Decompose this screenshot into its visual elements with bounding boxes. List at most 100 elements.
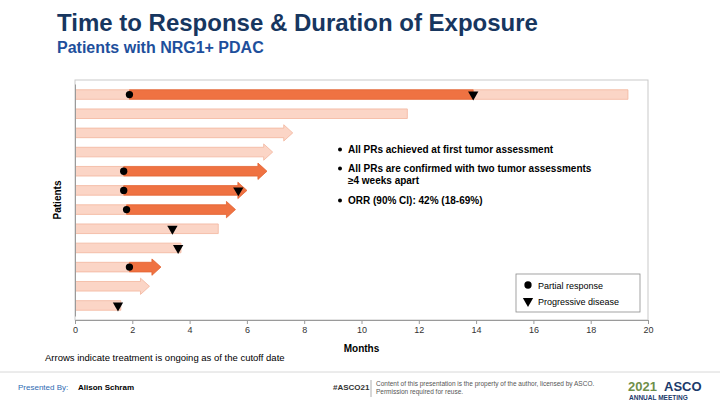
logo-name: ASCO (664, 379, 702, 394)
event-marker (468, 92, 478, 101)
x-tick: 0 (73, 320, 78, 335)
response-bar (127, 201, 236, 217)
x-tick-mark (533, 320, 534, 324)
presenter: Alison Schram (78, 383, 134, 392)
exposure-bar (75, 201, 235, 217)
exposure-bar (75, 224, 218, 234)
x-tick-label: 16 (529, 325, 539, 335)
presented-by: Presented By: (18, 383, 68, 392)
background (0, 0, 720, 405)
exposure-bar (75, 163, 267, 179)
logo-year: 2021 (628, 379, 657, 394)
text-line: All PRs achieved at first tumor assessme… (348, 144, 554, 155)
x-tick: 4 (188, 320, 193, 335)
x-tick-mark (190, 320, 191, 324)
event-marker (113, 302, 123, 311)
hashtag: #ASCO21 (333, 383, 370, 392)
chart-container: Time to Response & Duration of Exposure P… (0, 0, 720, 405)
bullet (338, 167, 342, 171)
x-tick: 14 (472, 320, 482, 335)
legend-marker (523, 298, 533, 307)
text-line: Permission required for reuse. (376, 388, 463, 396)
legend-label: Partial response (538, 281, 603, 291)
legend-box (516, 274, 640, 312)
exposure-bar (75, 182, 247, 198)
legend: Partial response Progressive disease (516, 274, 640, 312)
annotation: All PRs achieved at first tumor assessme… (348, 144, 554, 155)
exposure-bar (75, 243, 181, 253)
subtitle: Patients with NRG1+ PDAC (57, 39, 264, 56)
footer-separator (371, 380, 372, 397)
event-marker (126, 263, 133, 270)
event-marker (167, 226, 177, 235)
y-axis-title: Patients (52, 180, 63, 219)
text-line: ≥4 weeks apart (348, 175, 420, 186)
exposure-bar (75, 259, 161, 275)
x-tick-mark (362, 320, 363, 324)
x-tick-label: 10 (357, 325, 367, 335)
x-tick-label: 2 (130, 325, 135, 335)
x-tick: 10 (357, 320, 367, 335)
x-tick: 20 (643, 320, 653, 335)
y-axis (75, 85, 77, 317)
x-tick-label: 0 (73, 325, 78, 335)
exposure-bar (75, 109, 407, 119)
title: Time to Response & Duration of Exposure (57, 9, 538, 36)
x-tick-mark (648, 320, 649, 324)
notice: Content of this presentation is the prop… (376, 380, 594, 396)
event-marker (123, 206, 130, 213)
exposure-bar (75, 90, 628, 100)
response-bar (129, 90, 473, 100)
bullet (338, 148, 342, 152)
event-marker (120, 168, 127, 175)
x-tick-mark (247, 320, 248, 324)
x-tick-mark (419, 320, 420, 324)
annotation: ORR (90% CI): 42% (18-69%) (348, 195, 482, 206)
x-tick: 18 (586, 320, 596, 335)
plot-frame (75, 80, 648, 320)
x-tick-mark (75, 320, 76, 324)
x-tick-label: 8 (302, 325, 307, 335)
exposure-bar (75, 278, 149, 294)
text-line: Content of this presentation is the prop… (376, 380, 594, 388)
x-tick-label: 14 (472, 325, 482, 335)
event-marker (120, 187, 127, 194)
event-marker (126, 91, 133, 98)
logo-sub: ANNUAL MEETING (629, 394, 688, 401)
y-axis-line (75, 85, 76, 317)
x-axis: 0 2 4 6 8 10 12 14 16 18 20 (73, 320, 654, 335)
footnote: Arrows indicate treatment is ongoing as … (45, 352, 285, 363)
x-tick-mark (304, 320, 305, 324)
x-tick-label: 18 (586, 325, 596, 335)
x-axis-line (76, 321, 649, 325)
legend-label: Progressive disease (538, 297, 619, 307)
response-bar (124, 163, 267, 179)
text-line: ORR (90% CI): 42% (18-69%) (348, 195, 482, 206)
x-tick-label: 12 (414, 325, 424, 335)
slide: Time to Response & Duration of Exposure P… (0, 0, 720, 405)
x-tick-label: 6 (245, 325, 250, 335)
x-tick-label: 20 (643, 325, 653, 335)
x-tick-label: 4 (188, 325, 193, 335)
exposure-bar (75, 144, 273, 160)
x-tick: 6 (245, 320, 250, 335)
x-tick-mark (591, 320, 592, 324)
x-tick: 16 (529, 320, 539, 335)
x-tick: 2 (130, 320, 135, 335)
footer-rule (0, 372, 720, 373)
x-tick-mark (476, 320, 477, 324)
response-bar (124, 182, 247, 198)
text-line: All PRs are confirmed with two tumor ass… (348, 163, 592, 174)
annotation: All PRs are confirmed with two tumor ass… (348, 163, 592, 186)
response-bar (129, 259, 161, 275)
bullet (338, 199, 342, 203)
event-marker (233, 187, 243, 196)
event-marker (173, 245, 183, 254)
legend-marker (524, 281, 531, 288)
exposure-bar (75, 301, 121, 311)
x-tick-mark (132, 320, 133, 324)
x-axis-title: Months (344, 343, 380, 354)
x-tick: 12 (414, 320, 424, 335)
x-tick: 8 (302, 320, 307, 335)
exposure-bar (75, 125, 293, 141)
